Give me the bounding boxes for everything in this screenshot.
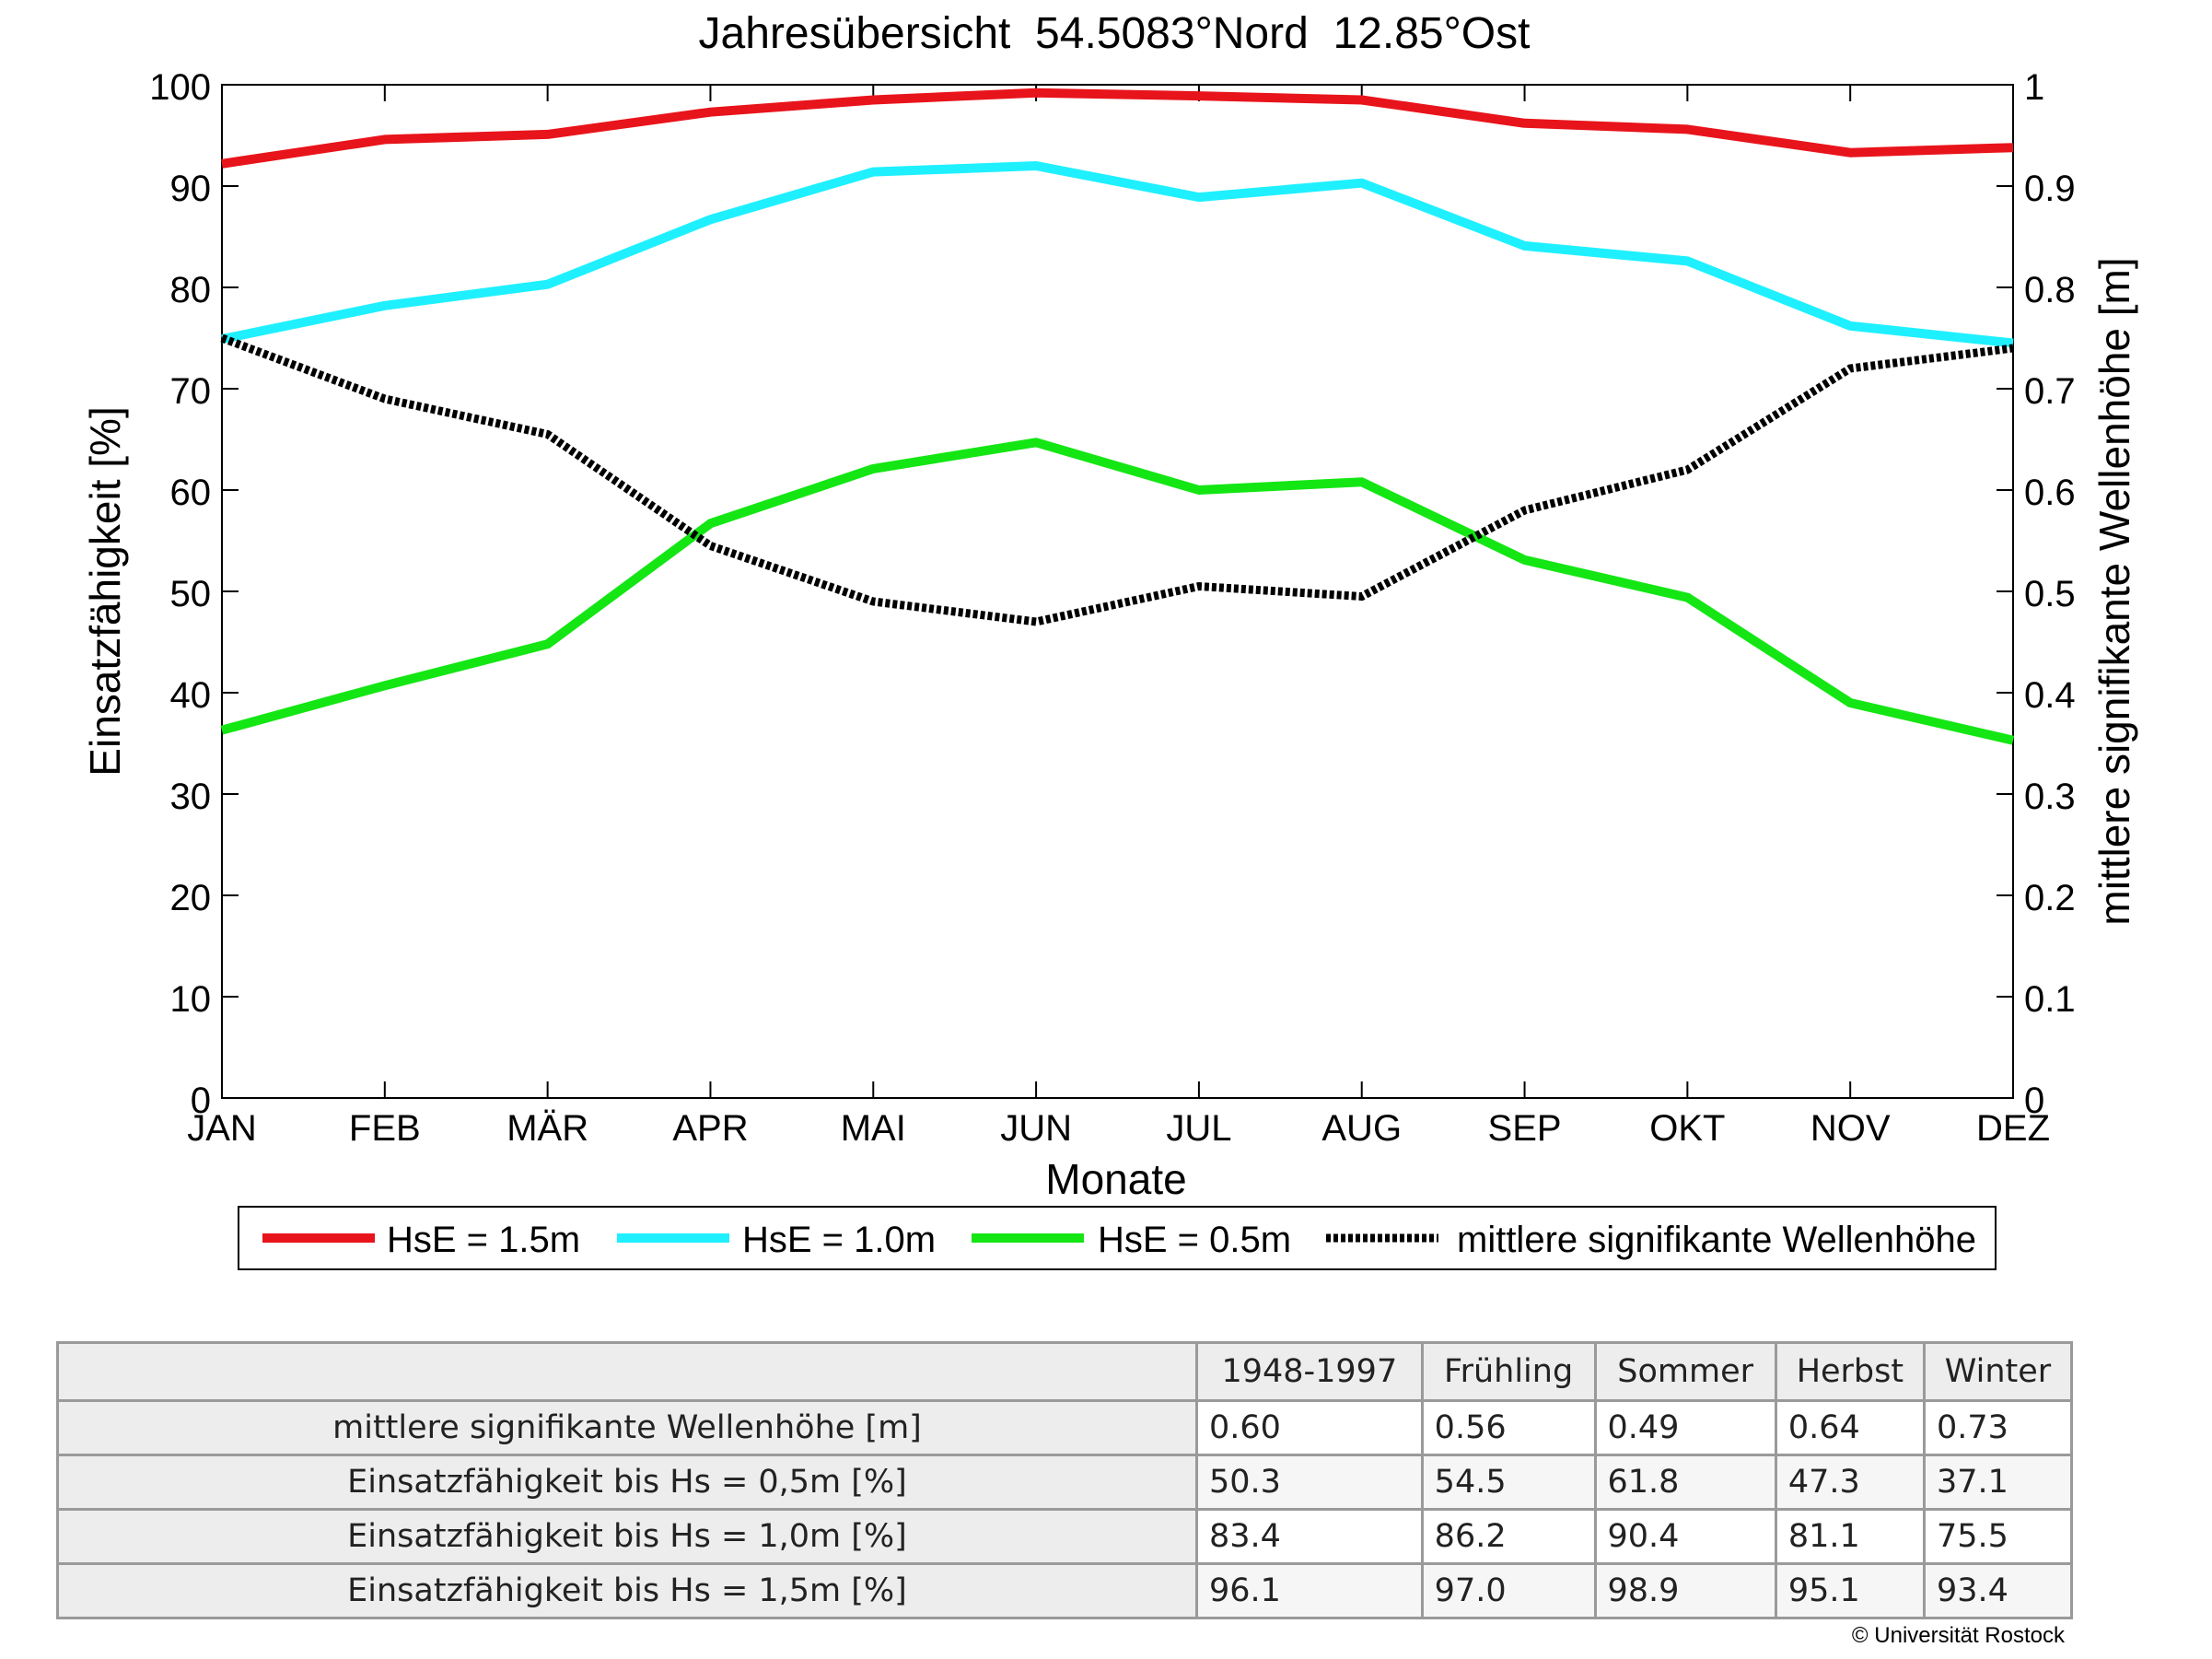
table-header-cell: Sommer (1593, 1341, 1777, 1402)
table-cell: 93.4 (1922, 1562, 2074, 1619)
y-axis-label: Einsatzfähigkeit [%] (81, 406, 129, 776)
table-row: Einsatzfähigkeit bis Hs = 0,5m [%] 50.3 … (56, 1454, 2074, 1511)
y2-tick-label: 0.5 (2024, 574, 2076, 614)
y2-tick-label: 0.4 (2024, 675, 2076, 716)
legend-label: HsE = 0.5m (1098, 1220, 1291, 1260)
x-tick-label: OKT (1649, 1108, 1725, 1149)
y2-tick-label: 0.9 (2024, 169, 2076, 209)
x-tick-label: MAI (841, 1108, 906, 1149)
copyright-text: © Universität Rostock (1851, 1623, 2065, 1648)
legend-label: HsE = 1.0m (742, 1220, 936, 1260)
table-header-cell: Frühling (1420, 1341, 1597, 1402)
table-row: Einsatzfähigkeit bis Hs = 1,5m [%] 96.1 … (56, 1562, 2074, 1619)
x-tick-label: JAN (187, 1108, 257, 1149)
x-axis-label: Monate (1045, 1155, 1186, 1203)
table-header-cell: Herbst (1774, 1341, 1926, 1402)
table-cell: 0.60 (1195, 1399, 1424, 1456)
y2-tick-label: 0.1 (2024, 979, 2076, 1020)
table-cell: 97.0 (1420, 1562, 1597, 1619)
row-label: Einsatzfähigkeit bis Hs = 1,0m [%] (56, 1508, 1198, 1565)
x-tick-label: FEB (349, 1108, 421, 1149)
plot-frame (221, 84, 2014, 1099)
y-tick-label: 0 (191, 1081, 211, 1121)
table-cell: 0.56 (1420, 1399, 1597, 1456)
row-label: mittlere signifikante Wellenhöhe [m] (56, 1399, 1198, 1456)
y-tick-label: 70 (170, 371, 212, 412)
row-label: Einsatzfähigkeit bis Hs = 1,5m [%] (56, 1562, 1198, 1619)
axis-ticks: 0 10 20 30 40 50 60 70 80 90 100 0 0.1 0.2 0.3 0.4 0.5 0.… (149, 67, 2075, 1149)
table-header-row: 1948-1997 Frühling Sommer Herbst Winter (56, 1341, 2074, 1402)
x-tick-label: AUG (1321, 1108, 1402, 1149)
table-cell: 47.3 (1774, 1454, 1926, 1511)
x-tick-label: APR (672, 1108, 748, 1149)
y-tick-label: 80 (170, 270, 212, 310)
table-cell: 37.1 (1922, 1454, 2074, 1511)
table-row: mittlere signifikante Wellenhöhe [m] 0.6… (56, 1399, 2074, 1456)
legend: HsE = 1.5m HsE = 1.0m HsE = 0.5m mittlere s… (238, 1206, 1997, 1270)
table-cell: 86.2 (1420, 1508, 1597, 1565)
y2-tick-label: 0.2 (2024, 878, 2076, 918)
table-cell: 75.5 (1922, 1508, 2074, 1565)
chart-title: Jahresübersicht 54.5083°Nord 12.85°Ost (699, 9, 1531, 58)
x-tick-label: SEP (1488, 1108, 1562, 1149)
x-tick-label: JUN (1000, 1108, 1072, 1149)
table-cell: 83.4 (1195, 1508, 1424, 1565)
y-tick-label: 90 (170, 169, 212, 209)
series-line (221, 88, 2014, 169)
legend-label: mittlere signifikante Wellenhöhe (1457, 1220, 1976, 1260)
table-header-cell: 1948-1997 (1195, 1341, 1424, 1402)
chart-area: Jahresübersicht 54.5083°Nord 12.85°Ost 0… (81, 9, 2138, 1270)
table-cell: 61.8 (1593, 1454, 1777, 1511)
table-cell: 0.49 (1593, 1399, 1777, 1456)
series-line (220, 333, 2014, 626)
y-tick-label: 30 (170, 777, 212, 817)
table-cell: 98.9 (1593, 1562, 1777, 1619)
table-cell: 50.3 (1195, 1454, 1424, 1511)
row-label: Einsatzfähigkeit bis Hs = 0,5m [%] (56, 1454, 1198, 1511)
y-tick-label: 60 (170, 473, 212, 513)
y2-tick-label: 1 (2024, 67, 2044, 108)
x-tick-label: NOV (1810, 1108, 1891, 1149)
legend-label: HsE = 1.5m (387, 1220, 580, 1260)
table-cell: 90.4 (1593, 1508, 1777, 1565)
y-tick-label: 10 (170, 979, 212, 1020)
y2-axis-label: mittlere signifikante Wellenhöhe [m] (2090, 257, 2138, 925)
y2-tick-label: 0.3 (2024, 777, 2076, 817)
y2-tick-label: 0.6 (2024, 473, 2076, 513)
legend-box (238, 1206, 1997, 1270)
y2-tick-label: 0 (2024, 1081, 2044, 1121)
table-header-cell (56, 1341, 1198, 1402)
series-lines (220, 88, 2015, 745)
table-row: Einsatzfähigkeit bis Hs = 1,0m [%] 83.4 … (56, 1508, 2074, 1565)
table-header-cell: Winter (1922, 1341, 2074, 1402)
table-cell: 0.73 (1922, 1399, 2074, 1456)
y-tick-label: 100 (149, 67, 211, 108)
table-cell: 0.64 (1774, 1399, 1926, 1456)
x-tick-label: JUL (1166, 1108, 1231, 1149)
y-tick-label: 20 (170, 878, 212, 918)
series-line (220, 161, 2014, 348)
summary-table: 1948-1997 Frühling Sommer Herbst Winter … (56, 1341, 2074, 1619)
table-cell: 95.1 (1774, 1562, 1926, 1619)
table-cell: 81.1 (1774, 1508, 1926, 1565)
y-tick-label: 40 (170, 675, 212, 716)
x-tick-label: MÄR (506, 1108, 588, 1149)
y2-tick-label: 0.8 (2024, 270, 2076, 310)
table-cell: 96.1 (1195, 1562, 1424, 1619)
table-cell: 54.5 (1420, 1454, 1597, 1511)
series-line (220, 438, 2015, 745)
y2-tick-label: 0.7 (2024, 371, 2076, 412)
x-tick-label: DEZ (1976, 1108, 2050, 1149)
y-tick-label: 50 (170, 574, 212, 614)
